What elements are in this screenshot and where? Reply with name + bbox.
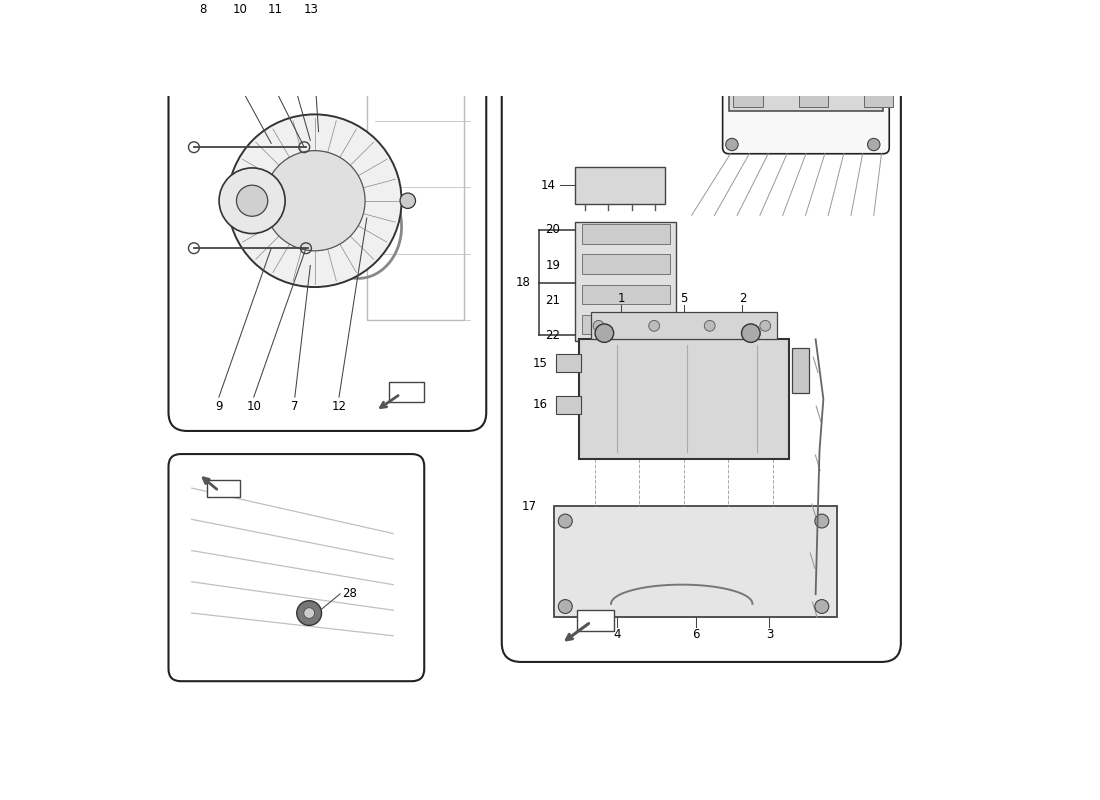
- Text: 7: 7: [292, 400, 298, 413]
- Circle shape: [760, 321, 771, 331]
- Circle shape: [704, 321, 715, 331]
- Circle shape: [297, 601, 321, 626]
- Text: 12: 12: [331, 400, 346, 413]
- Text: 15: 15: [534, 357, 548, 370]
- FancyBboxPatch shape: [556, 396, 581, 414]
- Text: 11: 11: [268, 3, 283, 16]
- FancyBboxPatch shape: [582, 314, 670, 334]
- Text: 20: 20: [546, 223, 560, 236]
- Circle shape: [815, 599, 828, 614]
- Text: 17: 17: [521, 500, 537, 514]
- FancyBboxPatch shape: [168, 454, 425, 682]
- Circle shape: [868, 138, 880, 150]
- Text: eurospares: eurospares: [639, 411, 763, 430]
- FancyBboxPatch shape: [591, 312, 777, 339]
- Circle shape: [595, 324, 614, 342]
- Text: 6: 6: [692, 628, 700, 641]
- FancyBboxPatch shape: [388, 382, 424, 402]
- Circle shape: [559, 514, 572, 528]
- FancyBboxPatch shape: [575, 166, 664, 204]
- FancyBboxPatch shape: [556, 354, 581, 373]
- Text: 21: 21: [546, 294, 560, 306]
- Text: 9: 9: [216, 400, 222, 413]
- FancyBboxPatch shape: [723, 0, 889, 154]
- FancyBboxPatch shape: [554, 506, 837, 618]
- FancyBboxPatch shape: [575, 222, 676, 342]
- FancyBboxPatch shape: [502, 0, 901, 662]
- Text: 5: 5: [680, 292, 688, 305]
- Text: 28: 28: [342, 587, 356, 600]
- Circle shape: [236, 185, 267, 216]
- Circle shape: [228, 114, 402, 287]
- FancyBboxPatch shape: [732, 9, 807, 56]
- Circle shape: [593, 321, 604, 331]
- FancyBboxPatch shape: [582, 285, 670, 304]
- Text: 14: 14: [541, 178, 556, 192]
- FancyBboxPatch shape: [799, 34, 828, 106]
- Circle shape: [815, 514, 828, 528]
- FancyBboxPatch shape: [207, 480, 240, 497]
- Text: eurospares: eurospares: [228, 178, 351, 197]
- Text: 10: 10: [232, 3, 248, 16]
- Text: 1: 1: [617, 292, 625, 305]
- Text: 10: 10: [246, 400, 261, 413]
- FancyBboxPatch shape: [729, 30, 883, 111]
- Text: 22: 22: [546, 329, 560, 342]
- FancyBboxPatch shape: [580, 339, 789, 458]
- FancyBboxPatch shape: [576, 610, 614, 631]
- Circle shape: [559, 599, 572, 614]
- FancyBboxPatch shape: [582, 254, 670, 274]
- Circle shape: [649, 321, 660, 331]
- Text: 19: 19: [546, 258, 560, 271]
- Text: 2: 2: [739, 292, 746, 305]
- FancyBboxPatch shape: [582, 225, 670, 244]
- Text: 4: 4: [613, 628, 620, 641]
- FancyBboxPatch shape: [864, 34, 893, 106]
- Circle shape: [726, 138, 738, 150]
- Text: eurospares: eurospares: [249, 578, 344, 594]
- Text: eurospares: eurospares: [639, 135, 763, 154]
- FancyBboxPatch shape: [792, 348, 810, 393]
- Circle shape: [219, 168, 285, 234]
- Text: 8: 8: [200, 3, 207, 16]
- Circle shape: [264, 150, 365, 250]
- Circle shape: [741, 324, 760, 342]
- Text: 3: 3: [766, 628, 773, 641]
- Circle shape: [304, 608, 315, 618]
- Text: 18: 18: [516, 276, 531, 289]
- Text: 13: 13: [304, 3, 319, 16]
- FancyBboxPatch shape: [734, 34, 763, 106]
- Text: 16: 16: [534, 398, 548, 411]
- Circle shape: [400, 193, 416, 209]
- FancyBboxPatch shape: [168, 0, 486, 431]
